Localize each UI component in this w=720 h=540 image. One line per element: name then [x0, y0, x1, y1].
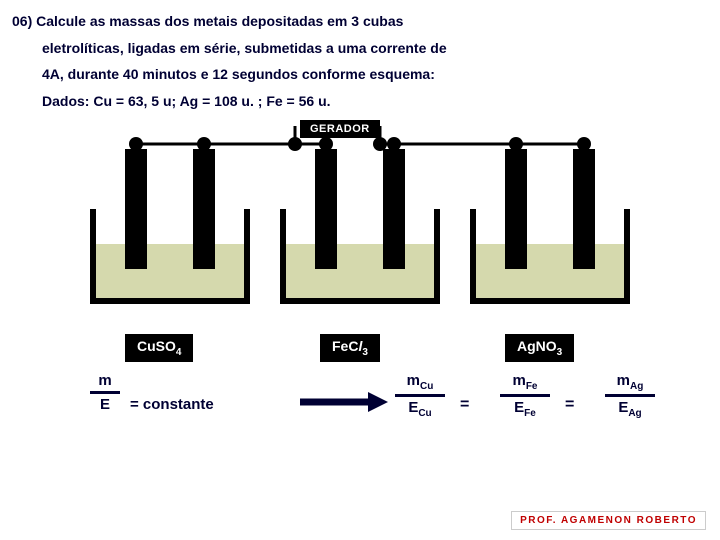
equals-sign: =	[565, 396, 574, 414]
electrolytic-cell	[470, 209, 630, 304]
mass-equiv-fraction: mFeEFe	[500, 372, 550, 419]
electrolysis-diagram: GERADOR	[0, 114, 720, 334]
footer-credit: PROF. AGAMENON ROBERTO	[511, 511, 706, 530]
problem-text: 06) Calcule as massas dos metais deposit…	[0, 0, 720, 114]
problem-line-4: Dados: Cu = 63, 5 u; Ag = 108 u. ; Fe = …	[12, 88, 708, 115]
problem-line-1: 06) Calcule as massas dos metais deposit…	[12, 8, 708, 35]
electrolytic-cell	[90, 209, 250, 304]
mass-equiv-fraction: mAgEAg	[605, 372, 655, 419]
arrow-icon	[300, 390, 390, 425]
constant-text: = constante	[130, 396, 214, 413]
cell-label: CuSO4	[125, 334, 193, 362]
electrolytic-cell	[280, 209, 440, 304]
cell-label: AgNO3	[505, 334, 574, 362]
problem-line-3: 4A, durante 40 minutos e 12 segundos con…	[12, 61, 708, 88]
cell-label: FeCl3	[320, 334, 380, 362]
mass-equiv-fraction: mCuECu	[395, 372, 445, 419]
frac-num: m	[90, 372, 120, 389]
equals-sign: =	[460, 396, 469, 414]
frac-m-over-e: m E	[90, 372, 120, 413]
frac-den: E	[90, 396, 120, 413]
problem-line-2: eletrolíticas, ligadas em série, submeti…	[12, 35, 708, 62]
equation-row: m E = constante mCuECu mFeEFe mAgEAg = =	[0, 372, 720, 442]
cell-labels-row: CuSO4 FeCl3 AgNO3	[0, 334, 720, 364]
frac-bar	[90, 391, 120, 394]
